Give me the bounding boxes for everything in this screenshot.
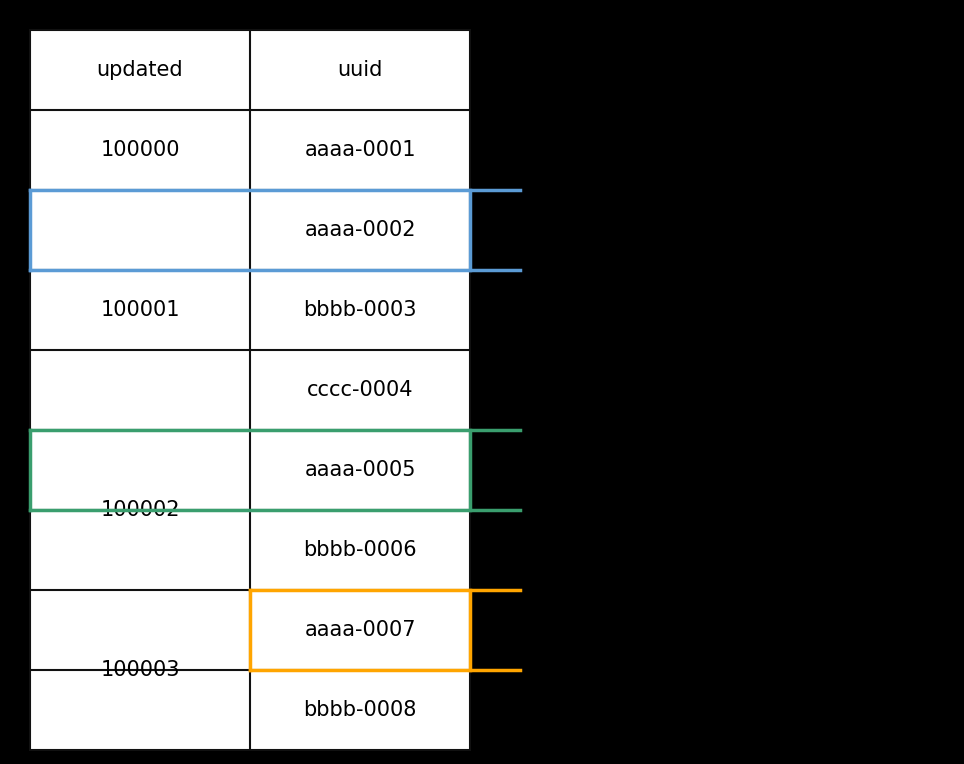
Text: bbbb-0008: bbbb-0008 [304,700,416,720]
Bar [30,350,250,430]
Text: updated: updated [96,60,183,80]
Bar [30,110,250,190]
Text: aaaa-0001: aaaa-0001 [305,140,415,160]
Text: 100000: 100000 [100,140,179,160]
Bar [30,670,250,750]
Bar [250,590,470,670]
Text: aaaa-0007: aaaa-0007 [305,620,415,640]
Bar [30,430,250,510]
Bar [250,510,470,590]
Bar [250,190,470,270]
Bar [30,30,250,110]
Text: 100003: 100003 [100,660,179,680]
Bar [250,430,470,510]
Text: aaaa-0005: aaaa-0005 [305,460,415,480]
Text: 100001: 100001 [100,300,179,320]
Bar [250,350,470,430]
Text: bbbb-0003: bbbb-0003 [304,300,416,320]
Text: 100002: 100002 [100,500,179,520]
Bar [250,270,470,350]
Text: aaaa-0002: aaaa-0002 [305,220,415,240]
Bar [250,30,470,110]
Bar [30,190,250,270]
Bar [30,270,250,350]
Bar [30,510,250,590]
Bar [30,590,250,670]
Text: uuid: uuid [337,60,383,80]
Bar [250,670,470,750]
Bar [250,110,470,190]
Text: cccc-0004: cccc-0004 [307,380,414,400]
Text: bbbb-0006: bbbb-0006 [304,540,416,560]
